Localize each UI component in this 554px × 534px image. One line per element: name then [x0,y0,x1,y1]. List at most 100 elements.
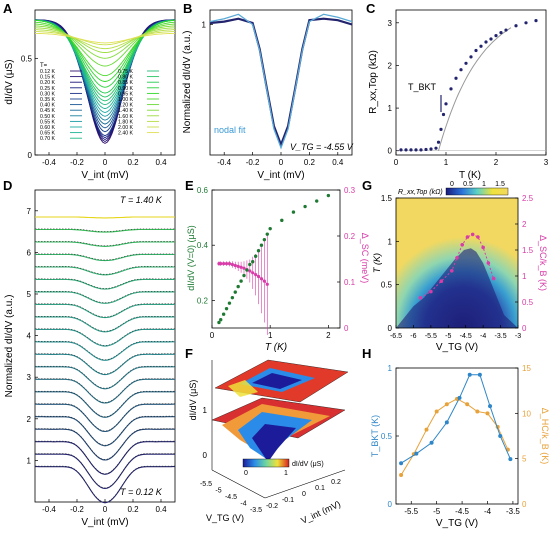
panel-d-fit-trace [35,291,175,303]
panel-c-point [444,102,448,106]
panel-c-point [404,148,408,152]
panel-g-ytick-right-label: 1.5 [522,246,534,255]
panel-h-tbkt-point [477,372,482,377]
panel-b-data-curve [209,17,353,148]
panel-b: B -0.4 -0.2 0 0.2 0.4 1 Normalized dI/dV (a.u… [182,1,354,181]
panel-d-ytick-label: 2 [27,415,32,424]
panel-c-point [409,148,413,152]
panel-e-zero-bias-point [326,193,331,198]
panel-d-trace [35,253,175,262]
panel-d-fit-trace [35,278,175,289]
panel-a-curve [34,21,176,77]
panel-f-vtg-tick-label: -3.5 [250,507,262,514]
panel-d-fit-trace [35,340,175,360]
panel-a-legend-entry: 0.12 K [40,69,56,75]
panel-g-ytick-left-label: 0 [388,324,393,333]
panel-d-trace [35,453,175,490]
panel-e-zero-bias-point [224,306,229,311]
panel-h-xtick-label: -4.5 [455,507,469,516]
panel-a-curve [34,31,176,46]
panel-e-zero-bias-point [236,284,240,289]
panel-h-tbkt-point [429,440,434,445]
panel-a: A -0.4 -0.2 0 0.2 0.4 0 0.5 dI/dV (μS) V_int (… [3,1,176,181]
panel-b-fit-label: nodal fit [214,125,246,135]
panel-g-overlay-line [420,233,495,299]
panel-e-xtick-label: 1 [268,331,273,340]
panel-a-legend-entry: 0.80 K [118,75,134,81]
panel-f: F 0 1 -5.5-5 -4.5-4 -3.5 -0.2 -0.1 0 0.1 0.2 0 1 dI… [185,346,349,526]
panel-e-xtick-label: 0 [210,331,215,340]
panel-a-xtick-label: -0.4 [42,158,56,167]
panel-a-curve [34,25,176,59]
panel-a-legend-entry: 0.85 K [118,80,134,86]
panel-a-legend-entry: 0.75 K [118,69,134,75]
panel-b-ylabel: Normalized dI/dV (a.u.) [182,31,193,134]
panel-e-gap-point [254,273,258,277]
panel-d-xtick-label: -0.2 [70,505,84,514]
panel-d-ytick-label: 7 [27,207,32,216]
panel-c-plot [396,19,546,152]
panel-a-letter: A [3,1,13,16]
panel-h-tbkt-point [399,461,404,466]
panel-d-ytick-label: 6 [27,248,32,257]
panel-a-legend-entry: 0.50 K [40,114,56,120]
panel-e-zero-bias-point [259,243,264,247]
panel-c-letter: C [366,1,376,16]
panel-d-trace [35,303,175,319]
panel-d-fit-trace [35,365,175,389]
panel-e-gap-point [239,265,243,269]
panel-e-gap-point [224,262,229,266]
panel-g-overlay-point [470,232,475,237]
panel-d-xtick-label: -0.4 [42,505,56,514]
panel-e-xtick-label: 2 [326,331,331,340]
panel-d-letter: D [3,178,12,193]
panel-g-xlabel: V_TG (V) [436,342,478,353]
panel-f-colorbar [242,458,290,468]
panel-c-xtick-label: 2 [494,158,499,167]
panel-c-xtick-label: 1 [444,158,449,167]
panel-h-xtick-label: -4 [484,507,492,516]
panel-g-xtick-label: -3.5 [495,333,507,340]
panel-g-colorbar-tick-label: 0 [450,181,454,188]
panel-h-xtick-label: -5.5 [404,507,418,516]
panel-f-y-axis [264,469,346,499]
panel-e-gap-point [219,262,223,266]
panel-h-tbkt-point [414,451,419,456]
panel-a-legend-entry: 1.20 K [118,103,134,109]
panel-d: D -0.4 -0.2 0 0.2 0.4 1 2 3 4 5 6 7 Normalized dI/d… [3,178,176,528]
panel-a-curve [35,32,175,44]
panel-c-tbkt-label: T_BKT [408,82,437,92]
panel-c-point [514,24,518,28]
panel-d-trace [35,291,175,304]
panel-b-curves [209,13,353,150]
panel-h-ytick-right-label: 5 [522,455,527,464]
panel-c-ylabel: R_xx,Top (kΩ) [368,50,379,114]
panel-h-gap-point [434,409,439,414]
panel-f-x-axis [211,469,266,499]
panel-h-ytick-right-label: 15 [522,364,531,373]
panel-e-gap-point [236,264,240,268]
panel-e-gap-point [248,269,252,273]
panel-f-zlabel: dI/dV (μS) [188,380,198,421]
panel-f-colorbar-tick-label: 1 [284,470,288,477]
panel-d-fit-trace [35,303,175,318]
panel-f-vint-tick-label: -0.2 [266,503,278,510]
panel-a-legend: 0.12 K0.15 K0.20 K0.25 K0.30 K0.35 K0.40… [40,69,159,142]
panel-e-zero-bias-point [256,249,261,253]
panel-a-ylabel: dI/dV (μS) [4,59,15,104]
panel-c-point [436,140,441,144]
panel-e-ylabel-right: Δ_SC (meV) [360,233,370,284]
panel-h-ytick-right-label: 10 [522,409,531,418]
panel-c-point [424,147,428,152]
panel-d-fit-trace [35,378,175,403]
panel-d-ytick-label: 1 [27,456,32,465]
panel-f-ylabel: V_int (mV) [299,499,342,526]
panel-b-ytick-label: 1 [202,21,207,30]
panel-b-vtg-label: V_TG = -4.55 V [290,142,354,152]
panel-a-legend-entry: 0.60 K [40,125,56,131]
panel-f-vtg-tick-label: -5 [215,488,221,495]
panel-h-tbkt-line [400,374,511,464]
panel-a-curve [34,19,176,82]
panel-h-tbkt-point [467,372,472,377]
